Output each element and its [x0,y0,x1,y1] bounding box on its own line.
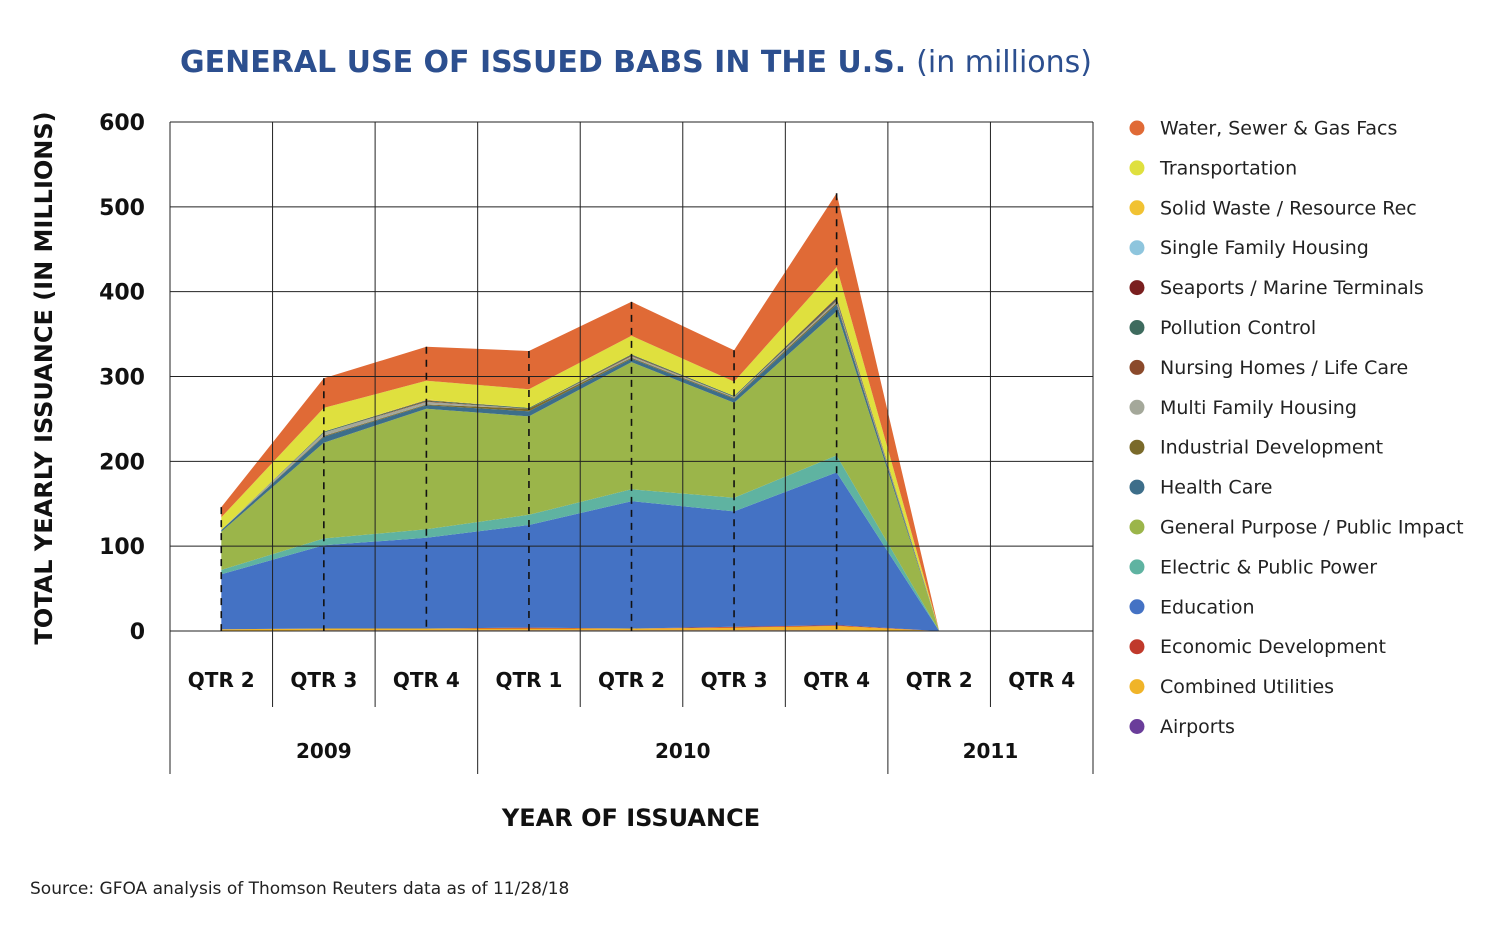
legend-label: Transportation [1159,157,1297,179]
legend-label: Economic Development [1160,636,1386,658]
x-axis-categories: QTR 2 QTR 3 QTR 4 QTR 1 QTR 2 QTR 3 QTR 4 QTR 2… [188,668,1075,692]
category-label: QTR 4 [803,668,870,692]
legend-swatch [1129,200,1145,216]
chart-title: GENERAL USE OF ISSUED BABS IN THE U.S. (i… [180,45,1092,80]
y-tick-label: 600 [99,111,145,136]
legend-label: Industrial Development [1160,437,1383,459]
legend-swatch [1129,399,1145,415]
legend-swatch [1129,599,1145,615]
year-label: 2011 [963,739,1019,763]
legend-label: Multi Family Housing [1160,397,1357,419]
legend-swatch [1129,439,1145,455]
category-label: QTR 2 [188,668,255,692]
category-label: QTR 2 [906,668,973,692]
year-label: 2010 [655,739,711,763]
chart-title-unit: (in millions) [916,45,1092,80]
area-transportation [221,267,940,631]
category-label: QTR 3 [290,668,357,692]
y-axis-ticks: 0 100 200 300 400 500 600 [99,111,145,645]
legend-label: Combined Utilities [1160,676,1334,698]
category-label: QTR 3 [701,668,768,692]
y-tick-label: 300 [99,366,145,391]
category-label: QTR 4 [1008,668,1075,692]
legend-swatch [1129,559,1145,575]
area-economic-development [221,625,940,631]
legend-label: Education [1160,596,1255,618]
year-label: 2009 [296,739,352,763]
legend-label: Seaports / Marine Terminals [1160,277,1424,299]
legend-swatch [1129,359,1145,375]
area-combined-utilities [221,625,940,631]
quarter-markers [220,193,838,631]
y-tick-label: 400 [99,281,145,306]
legend-swatch [1129,160,1145,176]
legend-label: Health Care [1160,477,1272,499]
category-label: QTR 1 [495,668,562,692]
source-note: Source: GFOA analysis of Thomson Reuters… [30,879,569,899]
legend-swatch [1129,479,1145,495]
legend-label: Single Family Housing [1160,237,1369,259]
category-label: QTR 4 [393,668,460,692]
legend-swatch [1129,120,1145,136]
y-tick-label: 500 [99,196,145,221]
y-tick-label: 200 [99,450,145,475]
area-electric-public-power [221,455,940,631]
x-axis-years: 2009 2010 2011 [296,739,1018,763]
legend-swatch [1129,719,1145,734]
x-axis-title: YEAR OF ISSUANCE [501,804,760,832]
legend-label: Pollution Control [1160,317,1316,339]
legend-swatch [1129,240,1145,256]
legend-swatch [1129,679,1145,695]
chart-title-main: GENERAL USE OF ISSUED BABS IN THE U.S. [180,45,906,80]
legend-label: Airports [1160,716,1235,738]
legend-label: Solid Waste / Resource Rec [1160,197,1417,219]
legend-label: General Purpose / Public Impact [1160,517,1464,539]
legend-swatch [1129,639,1145,655]
category-label: QTR 2 [598,668,665,692]
y-axis-title: TOTAL YEARLY ISSUANCE (IN MILLIONS) [30,111,58,644]
legend-swatch [1129,320,1145,335]
legend-swatch [1129,280,1145,296]
legend: Water, Sewer & Gas Facs Transportation Sol… [1129,118,1464,738]
legend-label: Nursing Homes / Life Care [1160,357,1408,379]
legend-label: Water, Sewer & Gas Facs [1160,118,1397,140]
y-tick-label: 100 [99,535,145,560]
grid [169,121,1094,774]
y-tick-label: 0 [130,620,145,645]
legend-label: Electric & Public Power [1160,556,1377,578]
legend-swatch [1129,519,1145,535]
